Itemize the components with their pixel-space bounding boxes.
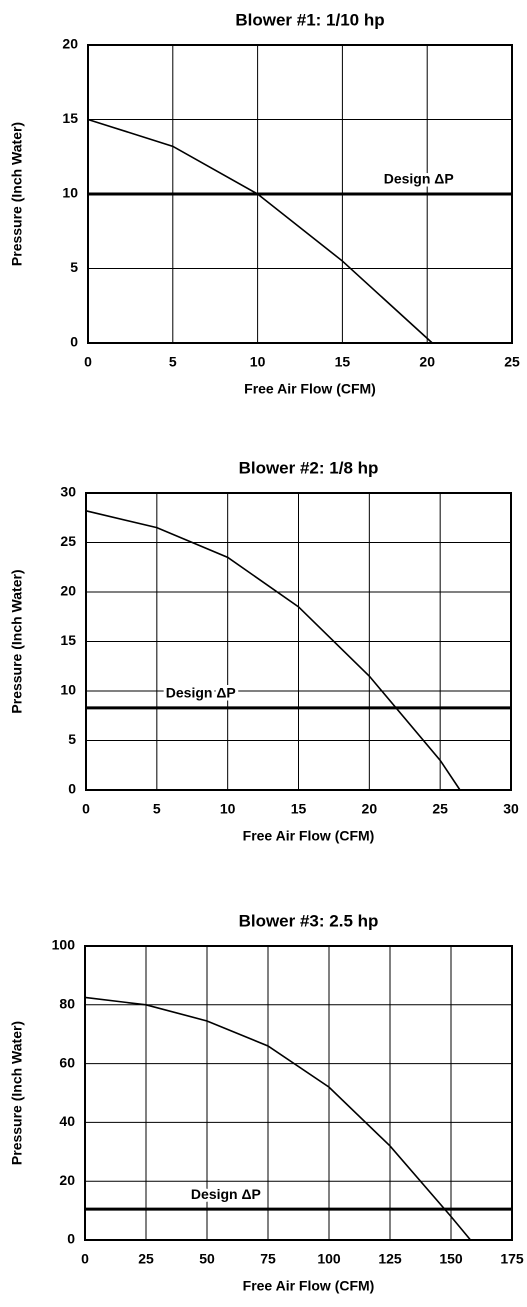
x-tick-label: 50	[199, 1251, 215, 1267]
y-axis-label: Pressure (Inch Water)	[9, 122, 25, 266]
x-tick-label: 0	[81, 1251, 89, 1267]
y-tick-label: 30	[60, 484, 76, 500]
y-tick-label: 20	[62, 36, 78, 52]
x-tick-label: 15	[291, 801, 307, 817]
x-tick-label: 175	[500, 1251, 524, 1267]
annotation: Design ΔP	[166, 685, 236, 701]
x-tick-label: 25	[504, 354, 520, 370]
y-tick-label: 0	[70, 334, 78, 350]
x-tick-label: 5	[153, 801, 161, 817]
y-tick-label: 40	[59, 1113, 75, 1129]
x-tick-label: 100	[317, 1251, 341, 1267]
x-tick-label: 75	[260, 1251, 276, 1267]
x-tick-label: 0	[84, 354, 92, 370]
plot-frame	[85, 492, 512, 791]
y-tick-label: 25	[60, 533, 76, 549]
x-tick-label: 0	[82, 801, 90, 817]
curve	[87, 118, 433, 344]
x-axis-label: Free Air Flow (CFM)	[243, 1278, 375, 1294]
y-tick-label: 80	[59, 996, 75, 1012]
y-tick-label: 100	[52, 937, 76, 953]
x-tick-label: 25	[432, 801, 448, 817]
y-axis-label: Pressure (Inch Water)	[9, 569, 25, 713]
curve	[85, 510, 461, 791]
y-tick-label: 15	[62, 110, 78, 126]
y-tick-label: 5	[70, 259, 78, 275]
y-tick-label: 15	[60, 632, 76, 648]
plot-frame	[84, 945, 513, 1241]
y-tick-label: 0	[68, 781, 76, 797]
y-tick-label: 20	[59, 1172, 75, 1188]
chart-title: Blower #3: 2.5 hp	[239, 911, 379, 930]
x-tick-label: 10	[250, 354, 266, 370]
x-tick-label: 30	[503, 801, 519, 817]
x-tick-label: 10	[220, 801, 236, 817]
x-tick-label: 15	[335, 354, 351, 370]
x-axis-label: Free Air Flow (CFM)	[243, 828, 375, 844]
x-tick-label: 20	[362, 801, 378, 817]
x-tick-label: 20	[419, 354, 435, 370]
y-tick-label: 10	[60, 682, 76, 698]
x-tick-label: 125	[378, 1251, 402, 1267]
y-tick-label: 10	[62, 185, 78, 201]
chart-title: Blower #1: 1/10 hp	[235, 10, 384, 29]
annotation: Design ΔP	[384, 171, 454, 187]
x-axis-label: Free Air Flow (CFM)	[244, 381, 376, 397]
x-tick-label: 150	[439, 1251, 463, 1267]
y-tick-label: 60	[59, 1054, 75, 1070]
x-tick-label: 25	[138, 1251, 154, 1267]
annotation: Design ΔP	[191, 1186, 261, 1202]
chart-title: Blower #2: 1/8 hp	[239, 458, 379, 477]
y-tick-label: 0	[67, 1231, 75, 1247]
curve	[84, 996, 472, 1241]
x-tick-label: 5	[169, 354, 177, 370]
y-tick-label: 5	[68, 731, 76, 747]
y-axis-label: Pressure (Inch Water)	[9, 1021, 25, 1165]
y-tick-label: 20	[60, 583, 76, 599]
